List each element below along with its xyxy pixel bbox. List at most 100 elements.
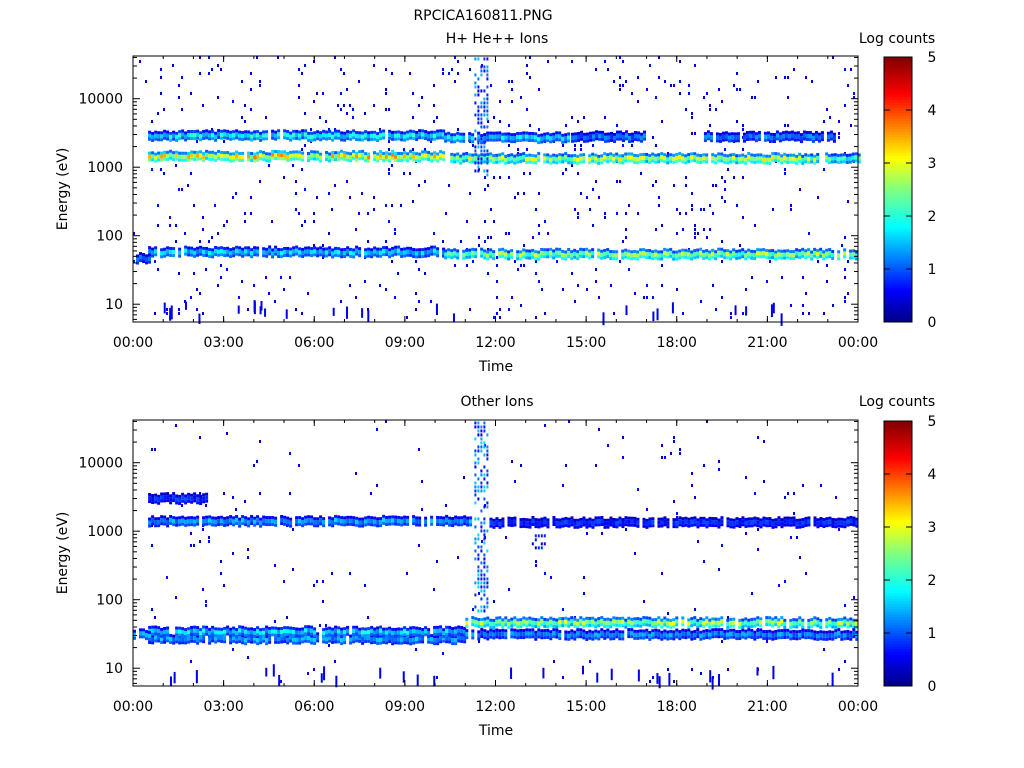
band-cell bbox=[543, 617, 547, 621]
band-cell bbox=[166, 246, 170, 250]
band-cell bbox=[495, 628, 499, 632]
noise-cell bbox=[646, 284, 648, 287]
band-cell bbox=[358, 150, 362, 154]
band-cell bbox=[313, 246, 317, 250]
band-cell bbox=[612, 253, 616, 258]
colorbar-step bbox=[884, 205, 912, 209]
noise-cell bbox=[826, 264, 828, 267]
band-cell bbox=[745, 138, 749, 142]
band-cell bbox=[849, 252, 853, 257]
band-cell bbox=[280, 150, 284, 154]
band-cell bbox=[349, 247, 353, 251]
band-cell bbox=[391, 156, 395, 160]
burst-cell bbox=[480, 145, 483, 149]
band-cell bbox=[298, 157, 302, 161]
band-cell bbox=[552, 631, 556, 636]
band-cell bbox=[567, 154, 571, 158]
band-cell bbox=[657, 623, 661, 627]
noise-cell bbox=[577, 120, 579, 123]
band-cell bbox=[489, 621, 493, 626]
band-cell bbox=[777, 256, 781, 260]
band-cell bbox=[696, 160, 700, 164]
band-cell bbox=[226, 253, 230, 257]
band-cell bbox=[376, 135, 380, 140]
band-cell bbox=[223, 151, 227, 155]
noise-cell bbox=[190, 660, 192, 663]
band-cell bbox=[400, 523, 404, 527]
noise-cell bbox=[826, 108, 828, 111]
band-cell bbox=[391, 246, 395, 250]
band-cell bbox=[442, 639, 446, 643]
band-cell bbox=[564, 623, 568, 627]
band-cell bbox=[630, 516, 634, 520]
band-cell bbox=[241, 154, 245, 159]
noise-cell bbox=[553, 660, 555, 663]
band-cell bbox=[793, 138, 797, 142]
band-cell bbox=[699, 519, 703, 524]
noise-cell bbox=[844, 236, 846, 239]
noise-cell bbox=[307, 672, 309, 675]
band-cell bbox=[811, 132, 815, 136]
band-cell bbox=[777, 621, 781, 626]
band-cell bbox=[442, 136, 446, 140]
band-cell bbox=[430, 152, 434, 156]
band-cell bbox=[495, 131, 499, 135]
band-cell bbox=[412, 154, 416, 159]
band-cell bbox=[220, 157, 224, 161]
band-cell bbox=[157, 158, 161, 162]
noise-cell bbox=[484, 220, 486, 223]
band-cell bbox=[645, 616, 649, 620]
band-cell bbox=[447, 131, 451, 135]
band-cell bbox=[816, 624, 820, 628]
band-cell bbox=[651, 621, 655, 626]
band-cell bbox=[567, 637, 571, 641]
band-cell bbox=[574, 132, 578, 136]
burst-cell bbox=[486, 133, 489, 137]
band-cell bbox=[703, 135, 707, 140]
noise-cell bbox=[133, 260, 135, 263]
noise-cell bbox=[565, 124, 567, 127]
band-cell bbox=[400, 247, 404, 251]
band-cell bbox=[367, 634, 371, 638]
burst-cell bbox=[486, 65, 489, 69]
colorbar-step bbox=[884, 295, 912, 299]
band-cell bbox=[849, 515, 853, 519]
band-cell bbox=[172, 492, 176, 496]
band-cell bbox=[271, 129, 275, 133]
noise-cell bbox=[586, 288, 588, 291]
band-cell bbox=[651, 524, 655, 528]
band-cell bbox=[166, 249, 170, 254]
noise-cell bbox=[280, 276, 282, 279]
band-cell bbox=[352, 628, 356, 633]
band-cell bbox=[361, 637, 365, 642]
band-cell bbox=[462, 132, 466, 136]
band-cell bbox=[373, 519, 377, 524]
band-cell bbox=[259, 134, 263, 139]
colorbar-step bbox=[884, 115, 912, 119]
band-cell bbox=[603, 629, 607, 633]
band-cell bbox=[193, 635, 197, 640]
band-cell bbox=[459, 132, 463, 136]
band-cell bbox=[792, 516, 796, 520]
noise-cell bbox=[772, 208, 774, 211]
band-cell bbox=[190, 249, 194, 254]
band-cell bbox=[175, 629, 179, 634]
band-cell bbox=[589, 131, 593, 135]
band-cell bbox=[693, 155, 697, 160]
band-cell bbox=[412, 133, 416, 138]
band-cell bbox=[346, 246, 350, 250]
band-cell bbox=[322, 631, 326, 636]
band-cell bbox=[148, 246, 152, 250]
band-cell bbox=[178, 629, 182, 634]
band-cell bbox=[307, 131, 311, 135]
band-cell bbox=[639, 620, 643, 625]
band-cell bbox=[747, 251, 751, 256]
band-cell bbox=[489, 131, 493, 135]
noise-cell bbox=[301, 168, 303, 171]
band-cell bbox=[621, 521, 625, 526]
band-cell bbox=[741, 618, 745, 622]
band-cell bbox=[439, 136, 443, 140]
band-cell bbox=[379, 137, 383, 141]
band-cell bbox=[358, 627, 362, 631]
band-cell bbox=[187, 158, 191, 162]
